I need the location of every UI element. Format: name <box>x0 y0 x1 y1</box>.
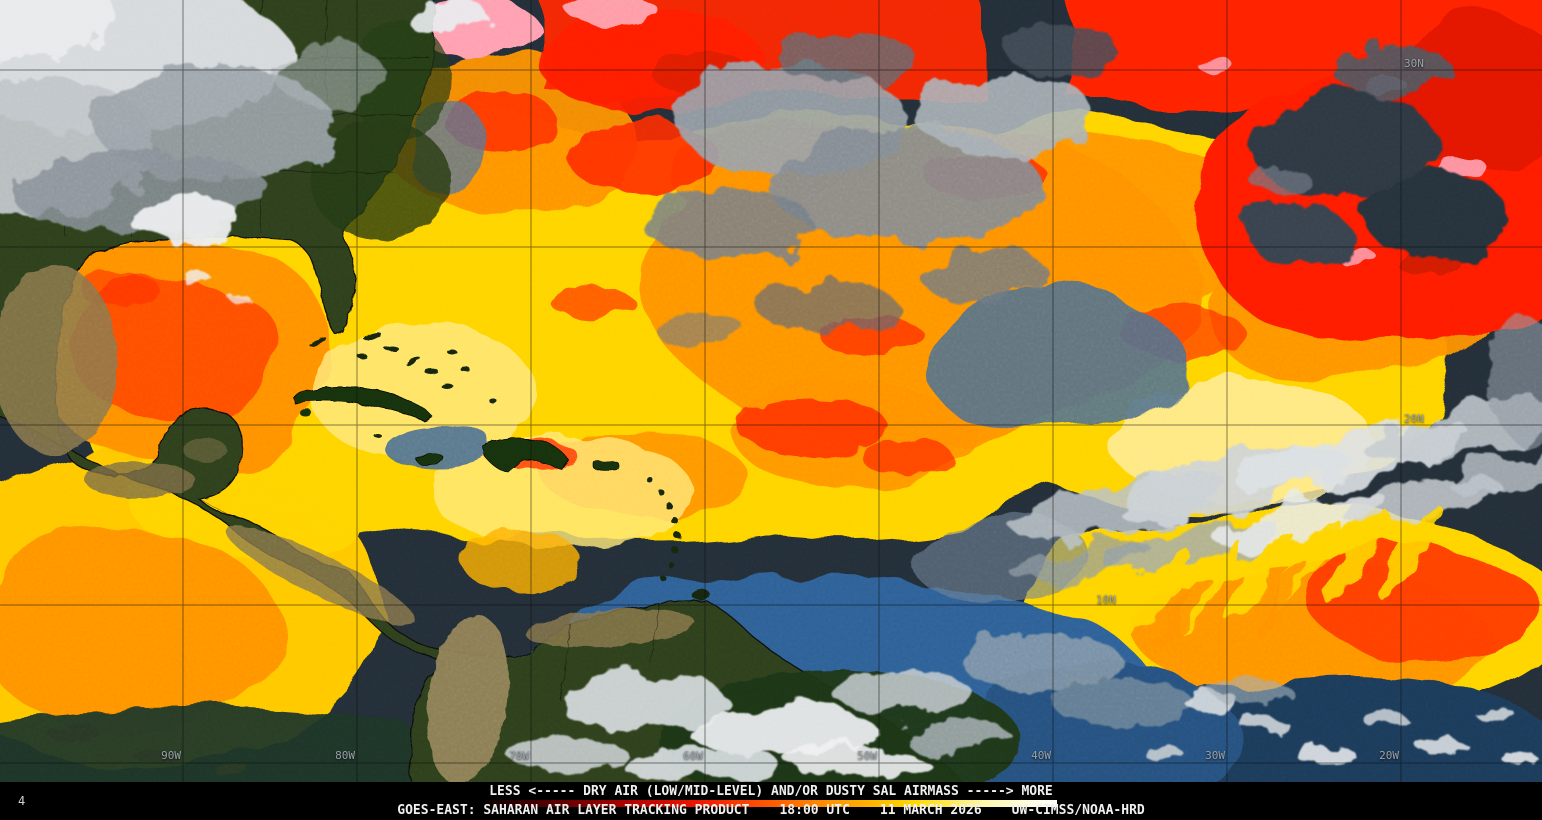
footer-date: 11 MARCH 2026 <box>879 803 982 818</box>
grain-overlay <box>0 0 1542 782</box>
satellite-image <box>0 0 1542 782</box>
lat-label: 30N <box>1404 57 1424 70</box>
legend-scale-text: LESS <----- DRY AIR (LOW/MID-LEVEL) AND/… <box>489 784 1053 799</box>
lon-label: 30W <box>1205 749 1225 762</box>
footer-time: 18:00 UTC <box>779 803 850 818</box>
map-area: 30N 20N 10N 90W 80W 70W 60W 50W 40W 30W … <box>0 0 1542 782</box>
frame-number: 4 <box>18 794 26 808</box>
lat-label: 20N <box>1404 412 1424 425</box>
lon-label: 50W <box>857 749 877 762</box>
lat-label: 10N <box>1096 593 1116 606</box>
product-title: GOES-EAST: SAHARAN AIR LAYER TRACKING PR… <box>397 803 750 818</box>
footer-credit: UW-CIMSS/NOAA-HRD <box>1011 803 1145 818</box>
lon-label: 70W <box>509 749 529 762</box>
lon-label: 40W <box>1031 749 1051 762</box>
grid-lines <box>0 0 1542 782</box>
lon-label: 80W <box>335 749 355 762</box>
legend-bar: 4 LESS <----- DRY AIR (LOW/MID-LEVEL) AN… <box>0 782 1542 820</box>
legend-colorbar <box>485 800 1057 807</box>
lon-label: 60W <box>683 749 703 762</box>
lon-label: 20W <box>1379 749 1399 762</box>
lon-label: 90W <box>161 749 181 762</box>
footer-title-row: GOES-EAST: SAHARAN AIR LAYER TRACKING PR… <box>0 803 1542 818</box>
